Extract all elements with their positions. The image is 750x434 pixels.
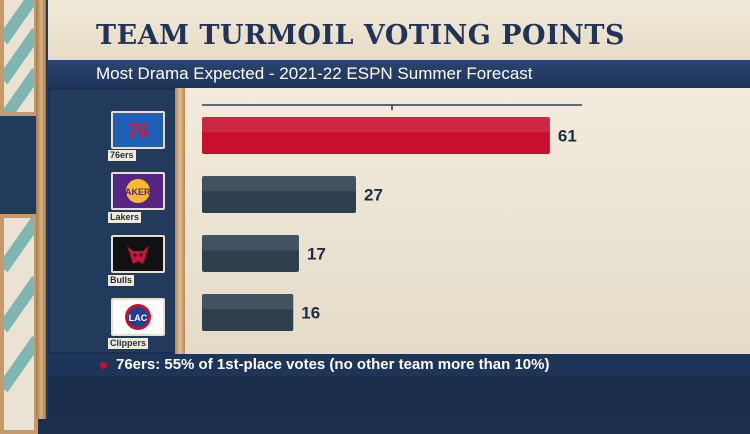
bottom-background	[48, 376, 750, 419]
bar-highlight-sheen	[202, 117, 550, 133]
bulls-logo-icon	[111, 235, 165, 273]
chart-area: 61 27 17 16	[185, 88, 750, 354]
bar-lakers	[202, 176, 356, 213]
76ers-logo-text: 76	[128, 121, 148, 141]
subtitle-bar: Most Drama Expected - 2021-22 ESPN Summe…	[48, 60, 750, 88]
chart-subtitle: Most Drama Expected - 2021-22 ESPN Summe…	[96, 64, 533, 83]
clippers-logo-icon: LAC	[111, 298, 165, 336]
logo-column-rail	[175, 88, 185, 354]
footnote-bar: 76ers: 55% of 1st-place votes (no other …	[48, 354, 750, 376]
bullet-icon	[100, 362, 107, 369]
bar-value-label-76ers: 61	[558, 127, 577, 146]
decorative-panel-bottom	[0, 214, 38, 434]
clippers-logo-text: LAC	[129, 313, 148, 323]
bar-highlight-sheen	[202, 176, 356, 192]
team-label-lakers: Lakers	[108, 212, 142, 223]
bar-highlight-sheen	[202, 235, 299, 251]
team-label-bulls: Bulls	[108, 275, 135, 286]
lakers-logo-icon: LAKERS	[111, 172, 165, 210]
lakers-logo-text: LAKERS	[119, 187, 156, 197]
bar-value-label-lakers: 27	[364, 186, 383, 205]
footnote-text: 76ers: 55% of 1st-place votes (no other …	[116, 356, 550, 373]
bar-value-label-bulls: 17	[307, 245, 326, 264]
bar-76ers	[202, 117, 550, 154]
bar-bulls	[202, 235, 299, 272]
bar-clippers	[202, 294, 294, 331]
bar-highlight-sheen	[202, 294, 294, 310]
wood-rail	[36, 0, 46, 419]
header: TEAM TURMOIL VOTING POINTS	[48, 0, 750, 60]
team-label-76ers: 76ers	[108, 150, 136, 161]
bar-value-label-clippers: 16	[301, 304, 320, 323]
76ers-logo-icon: 76	[111, 111, 165, 149]
decorative-panel-top	[0, 0, 38, 116]
team-label-clippers: Clippers	[108, 338, 149, 349]
chart-title: TEAM TURMOIL VOTING POINTS	[96, 20, 625, 51]
bar-chart: 61 27 17 16	[202, 104, 582, 331]
